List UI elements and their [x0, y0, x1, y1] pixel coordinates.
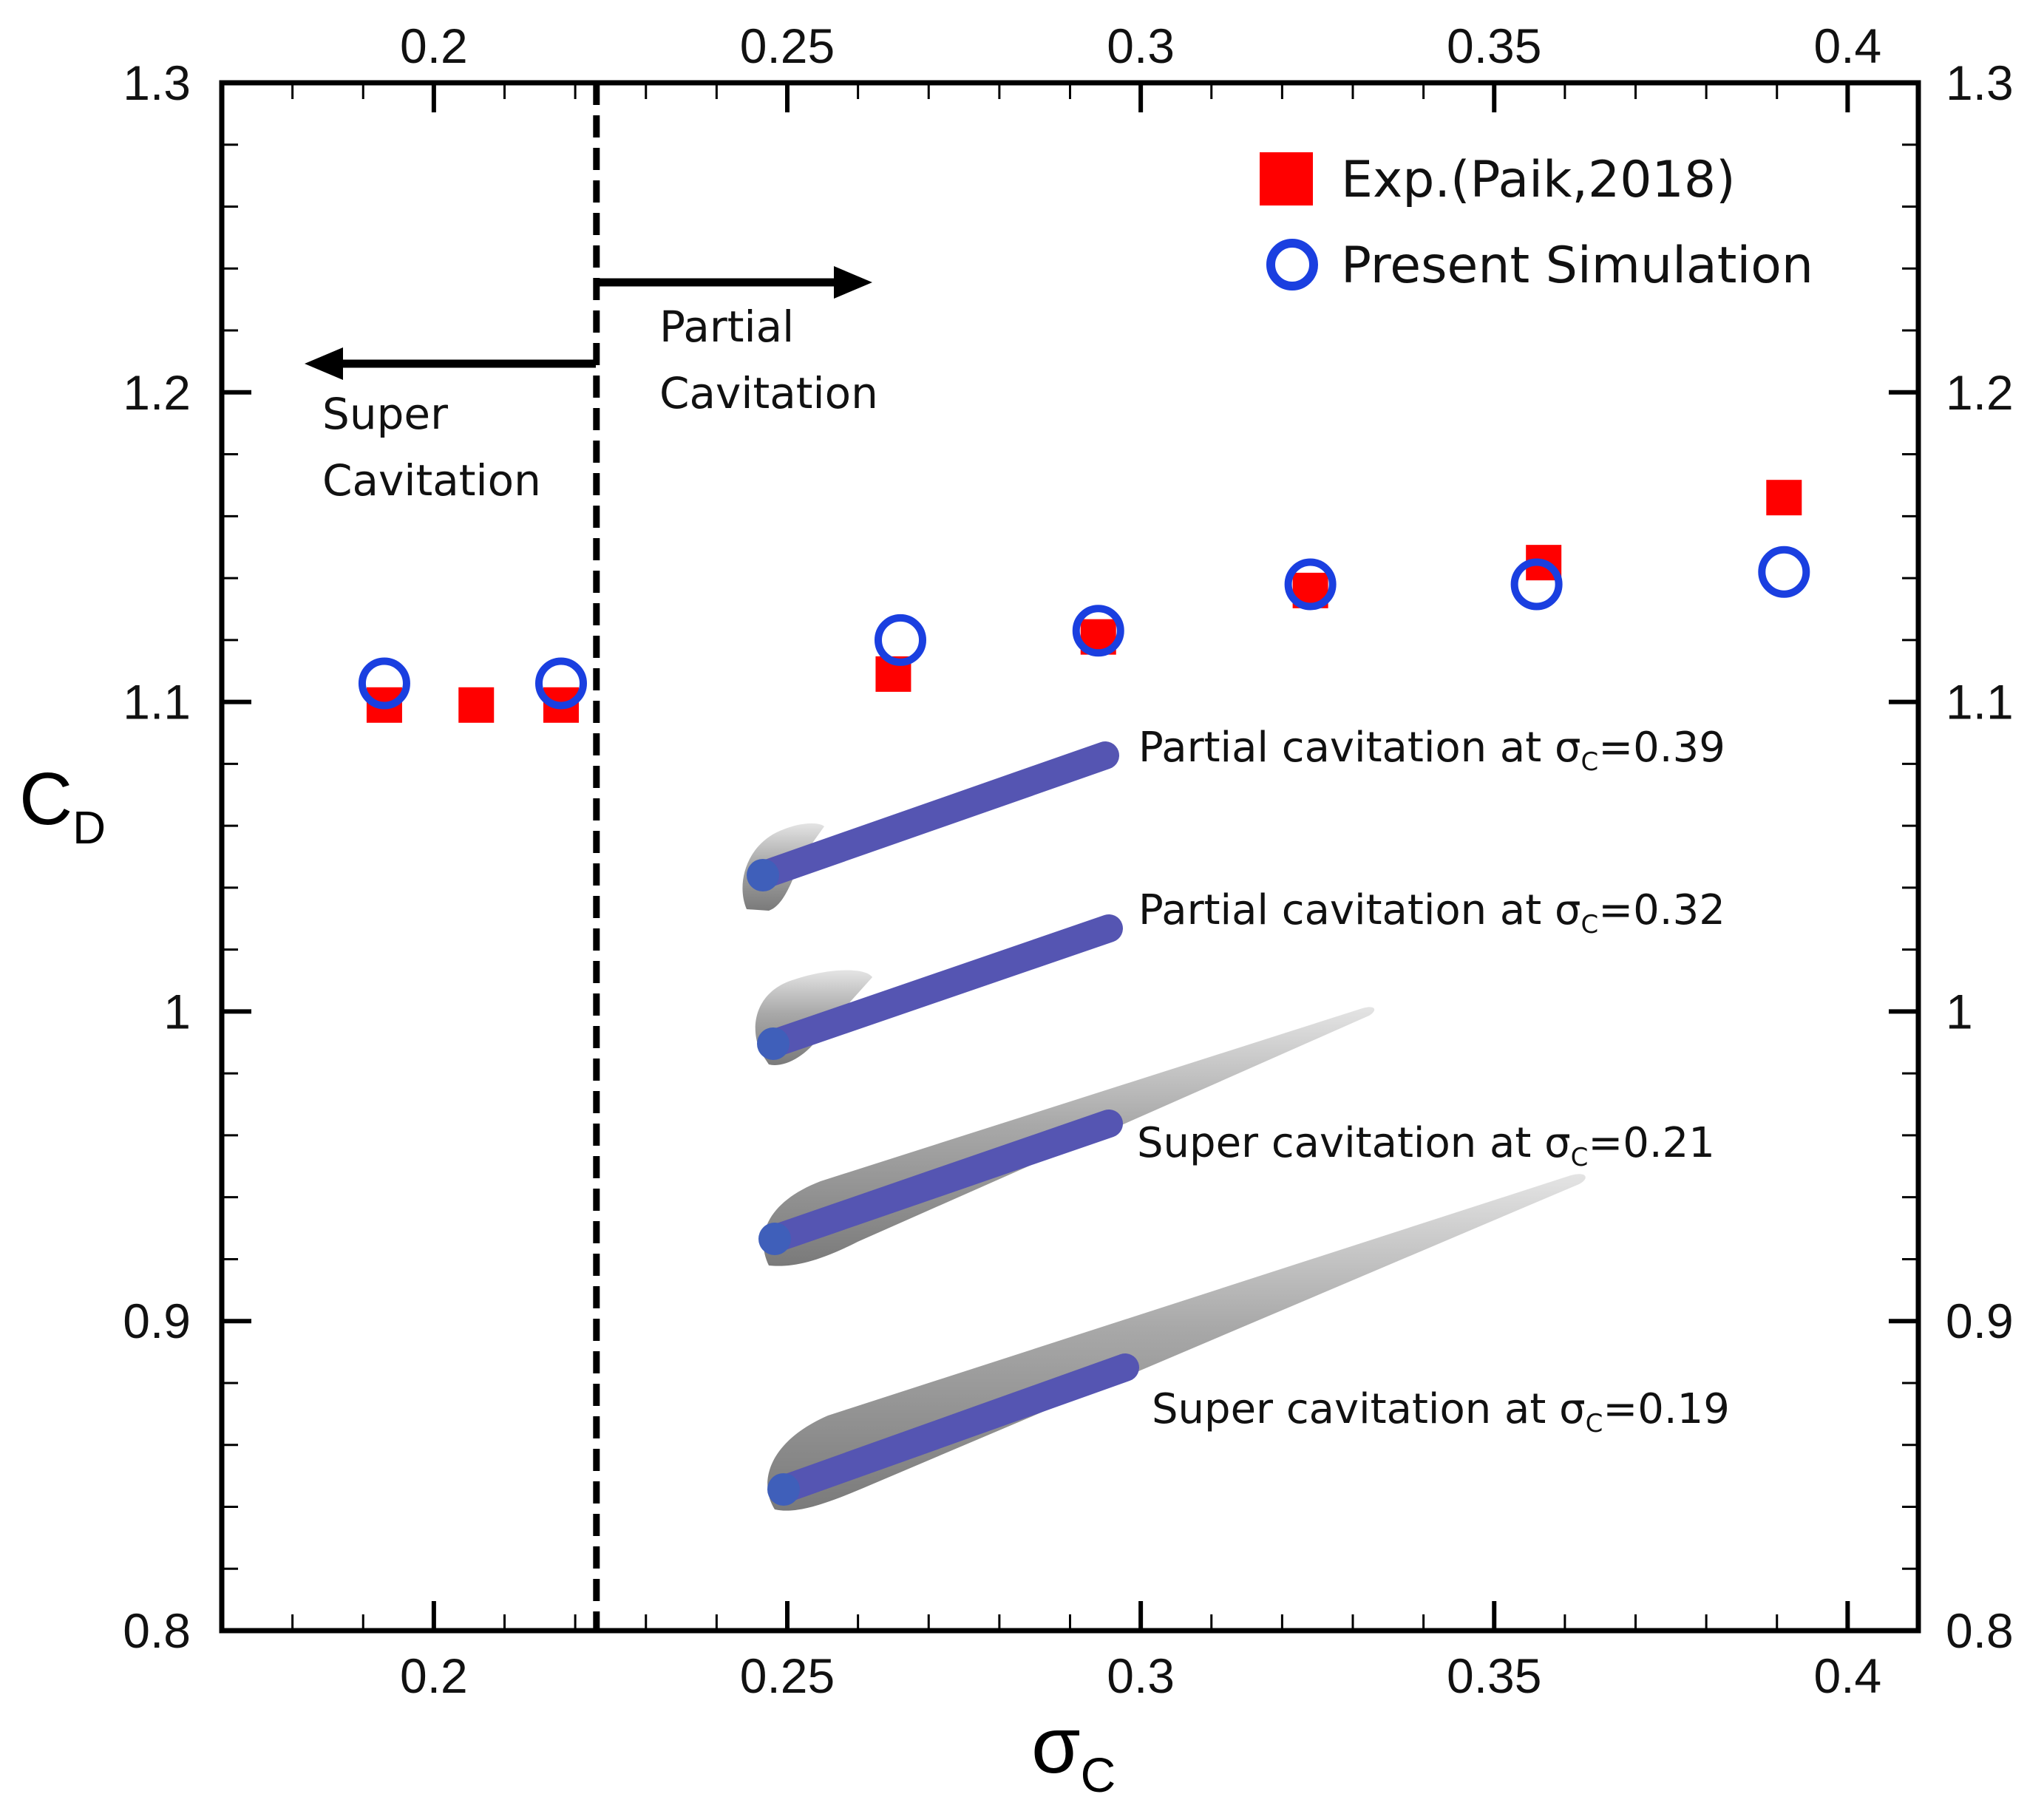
simulation-data-point	[1284, 558, 1337, 611]
y-tick-label-right: 1.1	[1946, 675, 2014, 730]
y-tick-label-right: 0.9	[1946, 1294, 2014, 1348]
y-tick-labels-left: 0.8 0.9 1 1.1 1.2 1.3	[123, 55, 191, 1658]
simulation-data-point	[358, 657, 410, 710]
legend: Exp.(Paik,2018) Present Simulation	[1260, 151, 1813, 295]
simulation-data-point	[1510, 558, 1563, 611]
y-tick-label-left: 0.9	[123, 1294, 191, 1348]
data-points	[358, 480, 1810, 723]
exp-data-point	[1766, 480, 1802, 516]
cavity-illustration-sigma-021	[758, 1007, 1375, 1266]
y-tick-label-left: 1.2	[123, 365, 191, 420]
y-axis-title-symbol: C	[19, 758, 72, 840]
x-tick-label-bottom: 0.3	[1107, 1648, 1175, 1703]
partial-cavitation-arrow	[596, 266, 872, 299]
x-tick-label-top: 0.25	[740, 18, 835, 73]
partial-cavitation-label-line2: Cavitation	[659, 368, 878, 418]
y-tick-label-left: 0.8	[123, 1603, 191, 1658]
y-tick-label-right: 1.2	[1946, 365, 2014, 420]
cavity-illustration-sigma-019	[767, 1174, 1586, 1511]
x-tick-label-bottom: 0.25	[740, 1648, 835, 1703]
annotation-sigma-032: Partial cavitation at σC=0.32	[1138, 886, 1725, 940]
x-tick-label-top: 0.4	[1814, 18, 1882, 73]
cavity-illustration-sigma-039	[742, 741, 1119, 911]
y-tick-label-right: 1.3	[1946, 55, 2014, 110]
y-axis-title: CD	[19, 758, 106, 854]
x-tick-label-bottom: 0.2	[400, 1648, 468, 1703]
legend-swatch-exp	[1260, 152, 1313, 205]
y-tick-label-left: 1.1	[123, 675, 191, 730]
x-axis-title-symbol: σ	[1031, 1700, 1081, 1790]
annotation-sigma-019: Super cavitation at σC=0.19	[1152, 1385, 1730, 1438]
y-tick-labels-right: 0.8 0.9 1 1.1 1.2 1.3	[1946, 55, 2014, 1658]
x-tick-label-top: 0.35	[1447, 18, 1541, 73]
simulation-data-point	[1072, 605, 1124, 657]
annotation-sigma-039: Partial cavitation at σC=0.39	[1138, 724, 1725, 777]
y-tick-label-right: 0.8	[1946, 1603, 2014, 1658]
super-cavitation-arrow	[305, 347, 596, 380]
axis-ticks	[220, 81, 1920, 1633]
y-axis-title-subscript: D	[72, 803, 106, 854]
x-tick-labels-top: 0.2 0.25 0.3 0.35 0.4	[400, 18, 1881, 73]
y-tick-label-right: 1	[1946, 984, 1973, 1039]
y-tick-label-left: 1	[163, 984, 191, 1039]
simulation-data-point	[535, 657, 587, 710]
annotation-sigma-021: Super cavitation at σC=0.21	[1137, 1119, 1715, 1172]
partial-cavitation-label-line1: Partial	[659, 302, 794, 352]
legend-label-simulation: Present Simulation	[1341, 237, 1813, 295]
exp-data-point	[458, 687, 495, 723]
super-cavitation-label-line2: Cavitation	[322, 455, 541, 506]
x-tick-label-top: 0.2	[400, 18, 468, 73]
x-axis-title-subscript: C	[1081, 1747, 1116, 1802]
legend-swatch-simulation	[1266, 239, 1318, 290]
x-tick-label-bottom: 0.4	[1814, 1648, 1882, 1703]
x-tick-label-bottom: 0.35	[1447, 1648, 1541, 1703]
legend-label-exp: Exp.(Paik,2018)	[1341, 151, 1736, 209]
y-tick-label-left: 1.3	[123, 55, 191, 110]
x-tick-label-top: 0.3	[1107, 18, 1175, 73]
simulation-data-point	[875, 614, 926, 666]
super-cavitation-label-line1: Super	[322, 389, 448, 439]
x-axis-title: σC	[1031, 1700, 1116, 1802]
cavity-illustration-sigma-032	[755, 914, 1123, 1065]
x-tick-labels-bottom: 0.2 0.25 0.3 0.35 0.4	[400, 1648, 1881, 1703]
simulation-data-point	[1758, 546, 1810, 598]
